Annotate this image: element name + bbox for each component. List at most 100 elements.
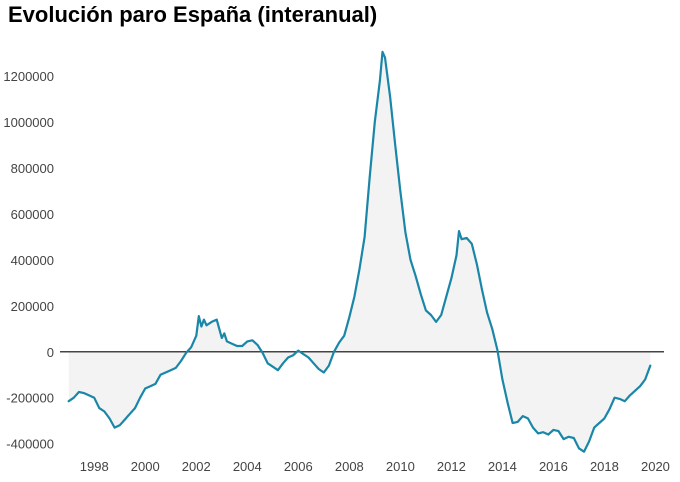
data-point: [389, 95, 391, 98]
data-point: [399, 190, 402, 192]
data-point: [317, 368, 320, 370]
data-point: [223, 332, 226, 335]
x-tick-label: 2002: [182, 459, 211, 474]
data-point: [312, 362, 315, 365]
data-point: [368, 176, 371, 178]
x-tick-label: 2014: [488, 459, 517, 474]
data-point: [205, 324, 208, 327]
y-tick-label: 1200000: [3, 69, 54, 84]
data-point: [567, 436, 570, 438]
data-point: [506, 401, 509, 404]
y-tick-label: 0: [47, 345, 54, 360]
data-point: [108, 417, 111, 420]
data-point: [272, 365, 274, 368]
data-point: [593, 426, 595, 429]
data-point: [98, 407, 101, 409]
data-point: [562, 438, 565, 440]
data-point: [231, 342, 233, 345]
data-point: [481, 288, 483, 291]
data-point: [414, 275, 417, 277]
data-point: [78, 391, 80, 393]
data-point: [639, 385, 641, 388]
data-point: [251, 339, 254, 342]
y-tick-label: 800000: [11, 161, 54, 176]
y-tick-label: 600000: [11, 207, 54, 222]
data-point: [603, 417, 606, 420]
data-point: [169, 369, 172, 372]
chart-title: Evolución paro España (interanual): [8, 2, 378, 27]
data-point: [292, 354, 295, 357]
data-point: [583, 450, 585, 453]
data-point: [486, 311, 488, 314]
data-point: [353, 295, 356, 298]
y-tick-label: 1000000: [3, 115, 54, 130]
data-point: [374, 121, 376, 123]
x-tick-label: 2010: [386, 459, 415, 474]
data-point: [185, 352, 187, 354]
data-point: [215, 318, 218, 321]
data-point: [649, 364, 652, 367]
data-point: [93, 396, 95, 399]
data-point: [149, 385, 152, 388]
data-point: [261, 352, 264, 354]
data-point: [404, 231, 407, 234]
data-point: [103, 410, 106, 413]
data-point: [73, 396, 75, 399]
data-point: [113, 426, 116, 429]
x-axis-ticks: 1998 2000 2002 2004 2006 2008 2010 2012 2014 2016…: [80, 459, 670, 474]
data-point: [618, 398, 621, 400]
data-point: [226, 340, 228, 343]
data-point: [644, 378, 646, 381]
data-point: [282, 362, 284, 365]
data-point: [236, 345, 238, 347]
data-point: [180, 360, 182, 362]
data-point: [537, 432, 539, 435]
data-point: [578, 447, 580, 450]
x-tick-label: 2004: [233, 459, 262, 474]
data-point: [246, 340, 249, 343]
data-point: [210, 321, 213, 323]
data-point: [343, 334, 346, 337]
data-point: [129, 413, 131, 415]
x-tick-label: 2006: [284, 459, 313, 474]
data-point: [532, 426, 534, 429]
data-point: [67, 400, 70, 403]
data-point: [458, 230, 460, 232]
y-tick-label: 400000: [11, 253, 54, 268]
data-point: [465, 237, 468, 239]
data-point: [588, 440, 590, 443]
data-point: [379, 79, 381, 82]
data-point: [471, 243, 473, 245]
data-point: [287, 356, 289, 359]
data-point: [175, 367, 177, 369]
series-area-fill: [68, 51, 651, 452]
data-point: [124, 418, 126, 421]
x-tick-label: 1998: [80, 459, 109, 474]
data-point: [348, 316, 351, 319]
data-point: [501, 378, 504, 381]
data-point: [118, 424, 121, 427]
y-tick-label: 200000: [11, 299, 54, 314]
data-point: [450, 277, 453, 280]
data-point: [425, 309, 427, 312]
data-point: [302, 353, 305, 355]
data-points: [67, 51, 652, 453]
y-axis-ticks: -400000 -200000 0 200000 400000 600000 800000 1…: [3, 69, 54, 452]
data-point: [384, 56, 386, 59]
data-point: [420, 293, 422, 296]
data-point: [241, 345, 243, 347]
data-point: [608, 408, 611, 411]
data-point: [455, 254, 458, 256]
data-point: [221, 337, 223, 339]
x-tick-label: 2012: [437, 459, 466, 474]
data-point: [139, 396, 141, 399]
data-point: [491, 328, 494, 330]
data-point: [83, 392, 85, 394]
data-point: [256, 344, 259, 346]
data-point: [613, 396, 616, 399]
data-point: [542, 431, 544, 434]
data-point: [307, 356, 310, 359]
data-point: [516, 421, 519, 423]
data-point: [363, 236, 366, 238]
data-point: [511, 422, 514, 424]
